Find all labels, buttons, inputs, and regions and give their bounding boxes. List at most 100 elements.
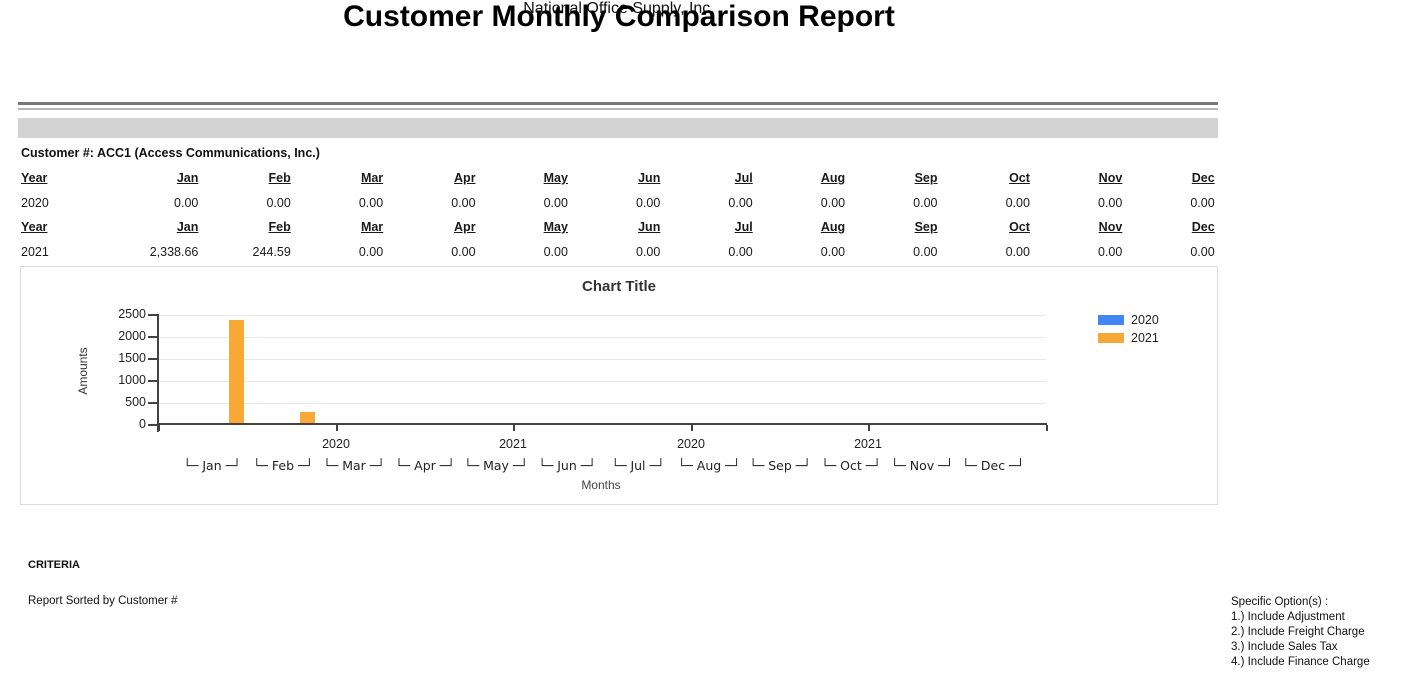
- section-band: [18, 118, 1218, 138]
- table-header-cell: Oct: [1009, 220, 1030, 235]
- gridline: [158, 315, 1046, 316]
- x-axis-tick: [691, 425, 693, 431]
- chart-area: Chart Title Amounts Months 0 500 1000 1500 2…: [21, 267, 1217, 504]
- options-block: Specific Option(s) : 1.) Include Adjustm…: [1231, 595, 1370, 670]
- month-axis-label: └─ Oct ─┘: [821, 458, 881, 473]
- table-header-row: Year Jan Feb Mar Apr May Jun Jul Aug Sep Oct Nov Dec: [21, 166, 1217, 191]
- table-header-cell: Feb: [268, 220, 291, 235]
- table-header-cell: Sep: [914, 171, 938, 186]
- option-item: 3.) Include Sales Tax: [1231, 641, 1338, 653]
- criteria-label: CRITERIA: [28, 559, 80, 571]
- legend-swatch-2020: [1098, 315, 1124, 325]
- month-axis-label: └─ Nov ─┘: [890, 458, 954, 473]
- x-axis-tick: [158, 425, 160, 431]
- x-axis-label: Months: [581, 478, 621, 492]
- month-axis-label: └─ Feb ─┘: [252, 458, 314, 473]
- table-value-cell: 0.00: [913, 244, 938, 259]
- y-axis-tick-label: 2000: [118, 329, 146, 343]
- table-header-cell: Nov: [1098, 220, 1123, 235]
- table-header-cell: Jan: [176, 220, 199, 235]
- legend-swatch-2021: [1098, 333, 1124, 343]
- bar-2021-feb: [300, 412, 315, 423]
- table-header-cell: Aug: [820, 220, 846, 235]
- table-header-cell: Mar: [360, 171, 384, 186]
- company-name: National Office Supply, Inc.: [523, 0, 715, 17]
- legend-label: 2021: [1131, 331, 1159, 345]
- table-header-cell: May: [543, 220, 568, 235]
- y-axis-line: [157, 314, 159, 432]
- options-list: 1.) Include Adjustment 2.) Include Freigh…: [1231, 610, 1370, 670]
- y-axis-tick: [148, 380, 157, 382]
- table-year-cell: 2020: [21, 195, 49, 210]
- chart-legend: 2020 2021: [1098, 311, 1159, 347]
- report-title: Customer Monthly Comparison Report: [343, 0, 895, 33]
- month-axis-label: └─ Aug ─┘: [677, 458, 741, 473]
- y-axis-tick: [148, 336, 157, 338]
- table-value-cell: 0.00: [1190, 244, 1215, 259]
- table-value-cell: 0.00: [636, 244, 661, 259]
- month-axis-label: └─ Dec ─┘: [961, 458, 1025, 473]
- month-axis-label: └─ Mar ─┘: [323, 458, 385, 473]
- month-axis-label: └─ Apr ─┘: [395, 458, 455, 473]
- x-axis-tick: [868, 425, 870, 431]
- table-header-cell: Mar: [360, 220, 384, 235]
- table-header-cell: Year: [21, 171, 48, 186]
- table-value-cell: 0.00: [728, 244, 753, 259]
- table-value-cell: 0.00: [451, 195, 476, 210]
- divider-line-dark: [18, 102, 1218, 105]
- legend-label: 2020: [1131, 313, 1159, 327]
- y-axis-tick: [148, 402, 157, 404]
- y-axis-tick-label: 2500: [118, 307, 146, 321]
- table-header-row: Year Jan Feb Mar Apr May Jun Jul Aug Sep Oct Nov Dec: [21, 215, 1217, 240]
- month-axis-label: └─ May ─┘: [464, 458, 528, 473]
- gridline: [158, 359, 1046, 360]
- header-divider: [18, 102, 1218, 110]
- table-value-cell: 244.59: [252, 244, 291, 259]
- table-value-cell: 0.00: [913, 195, 938, 210]
- table-value-cell: 0.00: [174, 195, 199, 210]
- gridline: [158, 403, 1046, 404]
- legend-item: 2020: [1098, 311, 1159, 329]
- table-value-cell: 0.00: [1005, 195, 1030, 210]
- sorted-by-text: Report Sorted by Customer #: [28, 595, 178, 607]
- table-header-cell: Apr: [454, 220, 476, 235]
- y-axis-tick-label: 500: [125, 395, 146, 409]
- table-year-cell: 2021: [21, 244, 49, 259]
- options-title: Specific Option(s) :: [1231, 596, 1329, 608]
- table-value-cell: 0.00: [358, 195, 384, 210]
- table-value-cell: 0.00: [543, 244, 568, 259]
- gridline: [158, 381, 1046, 382]
- x-axis-tick: [336, 425, 338, 431]
- table-header-cell: Dec: [1191, 171, 1215, 186]
- table-value-cell: 0.00: [728, 195, 753, 210]
- table-value-cell: 0.00: [266, 195, 291, 210]
- x-axis-line: [157, 423, 1047, 425]
- table-value-cell: 0.00: [1005, 244, 1030, 259]
- table-value-cell: 0.00: [1097, 244, 1123, 259]
- month-axis-label: └─ Jan ─┘: [183, 458, 241, 473]
- table-header-cell: Aug: [820, 171, 846, 186]
- table-header-cell: Apr: [454, 171, 476, 186]
- comparison-table: Year Jan Feb Mar Apr May Jun Jul Aug Sep Oct Nov Dec…: [21, 166, 1217, 264]
- table-value-cell: 0.00: [1097, 195, 1123, 210]
- table-value-cell: 2,338.66: [149, 244, 199, 259]
- table-header-cell: Nov: [1098, 171, 1123, 186]
- table-value-cell: 0.00: [451, 244, 476, 259]
- legend-item: 2021: [1098, 329, 1159, 347]
- table-row: 2021 2,338.66 244.59 0.00 0.00 0.00 0.00 0.00 0.…: [21, 240, 1217, 265]
- table-value-cell: 0.00: [543, 195, 568, 210]
- divider-line-light: [18, 108, 1218, 110]
- y-axis-tick: [148, 314, 157, 316]
- option-item: 2.) Include Freight Charge: [1231, 626, 1365, 638]
- y-axis-tick-label: 1000: [118, 373, 146, 387]
- table-row: 2020 0.00 0.00 0.00 0.00 0.00 0.00 0.00 0.00 0.00…: [21, 191, 1217, 216]
- month-axis-label: └─ Jun ─┘: [538, 458, 596, 473]
- table-header-cell: Sep: [914, 220, 938, 235]
- table-header-cell: Jan: [176, 171, 199, 186]
- year-axis-label: 2021: [499, 437, 527, 451]
- option-item: 1.) Include Adjustment: [1231, 611, 1345, 623]
- table-header-cell: Jun: [638, 220, 661, 235]
- table-header-cell: Year: [21, 220, 48, 235]
- option-item: 4.) Include Finance Charge: [1231, 656, 1370, 668]
- table-value-cell: 0.00: [358, 244, 384, 259]
